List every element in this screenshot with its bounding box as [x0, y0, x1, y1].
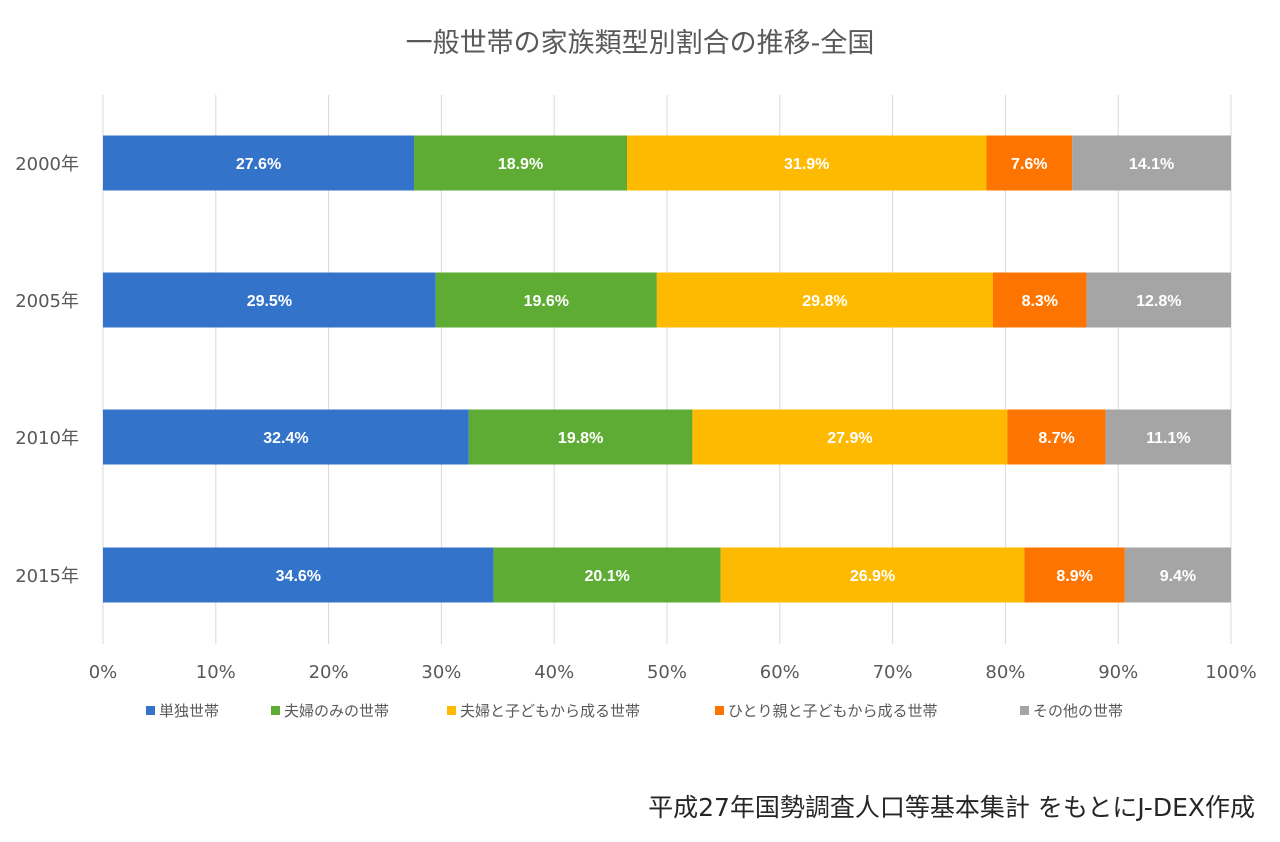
x-tick-label: 80%: [985, 662, 1025, 683]
x-tick-label: 50%: [647, 662, 687, 683]
x-tick-label: 20%: [309, 662, 349, 683]
data-label: 20.1%: [584, 568, 629, 585]
data-label: 27.9%: [827, 430, 872, 447]
legend-label: その他の世帯: [1033, 702, 1123, 720]
category-label: 2000年: [15, 154, 79, 175]
bars: [103, 135, 1231, 603]
legend-label: 夫婦と子どもから成る世帯: [460, 702, 640, 720]
x-tick-label: 60%: [760, 662, 800, 683]
legend-label: 単独世帯: [159, 702, 219, 720]
bar-segment: [1072, 135, 1231, 191]
data-label: 29.8%: [802, 293, 847, 310]
category-label: 2010年: [15, 428, 79, 449]
bar-segment: [1086, 272, 1231, 328]
legend-label: 夫婦のみの世帯: [284, 702, 389, 720]
x-tick-label: 90%: [1098, 662, 1138, 683]
data-labels: 27.6% 18.9% 31.9% 7.6% 14.1% 29.5% 19.6% 29.8% 8…: [236, 156, 1196, 585]
bar-segment: [692, 409, 1008, 465]
bar-segment: [986, 135, 1073, 191]
legend-swatch: [447, 706, 456, 715]
data-label: 8.7%: [1038, 430, 1074, 447]
x-tick-label: 40%: [534, 662, 574, 683]
bar-segment: [720, 547, 1025, 603]
x-tick-label: 70%: [873, 662, 913, 683]
x-tick-label: 0%: [89, 662, 118, 683]
bar-segment: [992, 272, 1087, 328]
data-label: 11.1%: [1146, 430, 1190, 447]
bar-segment: [103, 409, 469, 465]
bar-segment: [493, 547, 721, 603]
category-label: 2015年: [15, 566, 79, 587]
data-label: 19.8%: [558, 430, 603, 447]
bar-segment: [1105, 409, 1231, 465]
data-label: 18.9%: [498, 156, 543, 173]
x-tick-label: 100%: [1205, 662, 1256, 683]
source-note: 平成27年国勢調査人口等基本集計 をもとにJ-DEX作成: [648, 793, 1255, 822]
data-label: 32.4%: [263, 430, 308, 447]
data-label: 12.8%: [1136, 293, 1181, 310]
y-axis-categories: 2000年 2005年 2010年 2015年: [15, 154, 79, 587]
category-label: 2005年: [15, 291, 79, 312]
bar-segment: [414, 135, 627, 191]
data-label: 27.6%: [236, 156, 281, 173]
bar-segment: [656, 272, 993, 328]
x-tick-label: 10%: [196, 662, 236, 683]
legend-swatch: [271, 706, 280, 715]
data-label: 26.9%: [850, 568, 895, 585]
x-axis-ticks: 0% 10% 20% 30% 40% 50% 60% 70% 80% 90% 100%: [89, 662, 1257, 683]
bar-segment: [1007, 409, 1106, 465]
data-label: 7.6%: [1011, 156, 1047, 173]
legend-label: ひとり親と子どもから成る世帯: [728, 702, 938, 720]
legend-swatch: [146, 706, 155, 715]
bar-segment: [435, 272, 657, 328]
chart-title: 一般世帯の家族類型別割合の推移-全国: [406, 28, 875, 59]
data-label: 31.9%: [784, 156, 829, 173]
legend: 単独世帯 夫婦のみの世帯 夫婦と子どもから成る世帯 ひとり親と子どもから成る世帯 その他…: [146, 702, 1123, 720]
data-label: 14.1%: [1129, 156, 1174, 173]
data-label: 29.5%: [247, 293, 292, 310]
bar-segment: [468, 409, 693, 465]
bar-segment: [626, 135, 987, 191]
data-label: 9.4%: [1160, 568, 1196, 585]
legend-swatch: [1020, 706, 1029, 715]
bar-segment: [1024, 547, 1125, 603]
data-label: 34.6%: [276, 568, 321, 585]
x-tick-label: 30%: [421, 662, 461, 683]
legend-swatch: [715, 706, 724, 715]
bar-segment: [103, 272, 436, 328]
data-label: 8.9%: [1056, 568, 1092, 585]
bar-segment: [103, 547, 494, 603]
bar-segment: [1124, 547, 1231, 603]
data-label: 19.6%: [524, 293, 569, 310]
bar-segment: [103, 135, 415, 191]
data-label: 8.3%: [1022, 293, 1058, 310]
